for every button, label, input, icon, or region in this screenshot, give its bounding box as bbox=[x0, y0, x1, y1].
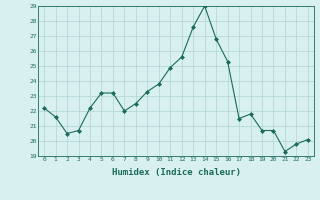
X-axis label: Humidex (Indice chaleur): Humidex (Indice chaleur) bbox=[111, 168, 241, 177]
